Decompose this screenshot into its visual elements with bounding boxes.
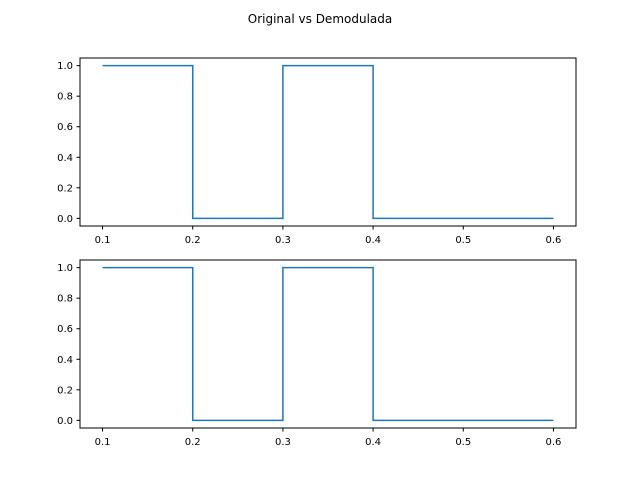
- x-tick-label: 0.3: [275, 235, 291, 246]
- y-tick-label: 0.8: [57, 92, 73, 103]
- x-tick-label: 0.4: [365, 235, 381, 246]
- y-tick-label: 1.0: [57, 263, 73, 274]
- x-tick-label: 0.1: [95, 235, 111, 246]
- y-tick-label: 0.2: [57, 183, 73, 194]
- x-tick-label: 0.5: [455, 235, 471, 246]
- series-line-0: [102, 266, 554, 422]
- y-tick-label: 0.2: [57, 385, 73, 396]
- x-tick-label: 0.3: [275, 437, 291, 448]
- y-tick-label: 0.8: [57, 294, 73, 305]
- x-tick-label: 0.2: [185, 437, 201, 448]
- y-tick-label: 0.0: [57, 416, 73, 427]
- y-tick-label: 0.4: [57, 355, 73, 366]
- x-tick-label: 0.6: [546, 235, 562, 246]
- top-subplot: 0.1 0.2 0.3 0.4 0.5 0.6 0.0 0.2 0.4 0.6 0.8 1.0: [57, 57, 577, 246]
- y-tick-label: 1.0: [57, 61, 73, 72]
- x-tick-label: 0.6: [546, 437, 562, 448]
- axes-frame: [79, 259, 577, 429]
- bottom-subplot: 0.1 0.2 0.3 0.4 0.5 0.6 0.0 0.2 0.4 0.6 0.8 1.0: [57, 259, 577, 448]
- x-tick-label: 0.4: [365, 437, 381, 448]
- axes-frame: [79, 57, 577, 227]
- x-tick-label: 0.1: [95, 437, 111, 448]
- x-tick-label: 0.5: [455, 437, 471, 448]
- figure-title: Original vs Demodulada: [248, 12, 392, 26]
- y-tick-label: 0.0: [57, 214, 73, 225]
- y-tick-label: 0.6: [57, 122, 73, 133]
- series-line-0: [102, 64, 554, 220]
- y-tick-label: 0.4: [57, 153, 73, 164]
- y-tick-label: 0.6: [57, 324, 73, 335]
- x-tick-label: 0.2: [185, 235, 201, 246]
